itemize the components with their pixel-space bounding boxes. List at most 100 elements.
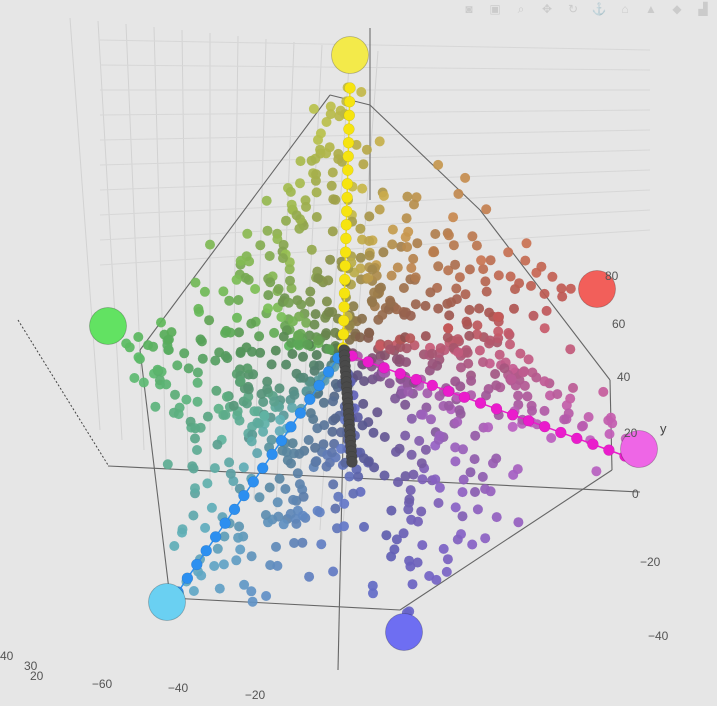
cloud-point bbox=[328, 194, 339, 205]
cloud-point bbox=[289, 538, 300, 548]
cloud-point bbox=[298, 351, 308, 362]
cloud-point bbox=[192, 445, 202, 455]
cloud-point bbox=[271, 541, 281, 552]
cloud-point bbox=[433, 498, 444, 508]
frame-edge bbox=[399, 469, 613, 611]
cloud-point bbox=[378, 190, 389, 201]
cloud-point bbox=[292, 468, 303, 479]
cloud-point bbox=[443, 400, 454, 411]
cloud-point bbox=[286, 283, 297, 294]
cloud-point bbox=[491, 512, 502, 523]
cloud-point bbox=[541, 305, 552, 316]
cloud-point bbox=[471, 329, 482, 340]
blue-track-point bbox=[200, 544, 212, 557]
cloud-point bbox=[450, 442, 461, 453]
cloud-point bbox=[472, 504, 483, 515]
cloud-point bbox=[416, 458, 427, 469]
cloud-point bbox=[452, 534, 463, 545]
cloud-point bbox=[400, 430, 411, 441]
cloud-point bbox=[287, 316, 298, 327]
cloud-point bbox=[394, 443, 405, 454]
cloud-point bbox=[302, 339, 313, 350]
cloud-point bbox=[448, 240, 459, 251]
grid-line bbox=[99, 64, 651, 71]
plotly-logo-icon[interactable]: ▟ bbox=[698, 2, 708, 16]
cloud-point bbox=[121, 338, 132, 349]
bounding-box bbox=[107, 94, 641, 671]
cloud-point bbox=[552, 389, 563, 400]
reset-camera-icon[interactable]: ▲ bbox=[645, 2, 657, 16]
cloud-point bbox=[420, 300, 431, 311]
cloud-point bbox=[375, 351, 386, 362]
cloud-point bbox=[301, 317, 312, 328]
cloud-point bbox=[339, 521, 349, 532]
cloud-point bbox=[273, 284, 284, 294]
cloud-point bbox=[450, 456, 461, 467]
cloud-point bbox=[255, 347, 266, 358]
cloud-point bbox=[256, 389, 267, 399]
cloud-point bbox=[458, 474, 469, 485]
save-icon[interactable]: ▣ bbox=[489, 2, 501, 16]
cloud-point bbox=[385, 344, 396, 355]
cloud-point bbox=[202, 478, 213, 489]
cloud-point bbox=[261, 591, 272, 601]
cloud-point bbox=[170, 389, 180, 400]
turntable-icon[interactable]: ⚓ bbox=[591, 2, 607, 16]
cloud-point bbox=[409, 199, 419, 210]
cloud-point bbox=[188, 510, 199, 521]
cloud-point bbox=[410, 272, 421, 283]
cloud-point bbox=[443, 323, 454, 334]
cloud-point bbox=[327, 426, 338, 437]
blue-track-point bbox=[247, 476, 260, 488]
cloud-point bbox=[417, 409, 428, 420]
cloud-point bbox=[412, 238, 423, 249]
magenta-track-point bbox=[555, 426, 567, 439]
cloud-point bbox=[441, 566, 452, 577]
magenta-track-point bbox=[587, 438, 599, 450]
cloud-point bbox=[386, 270, 397, 281]
hover-icon[interactable]: ◆ bbox=[672, 2, 682, 16]
anchor-magenta bbox=[620, 430, 658, 468]
cloud-point bbox=[250, 284, 261, 294]
grid-line bbox=[99, 189, 651, 216]
grid-line bbox=[99, 129, 651, 141]
cloud-point bbox=[469, 454, 480, 465]
cloud-point bbox=[210, 355, 221, 366]
cloud-point bbox=[294, 223, 305, 234]
pan-icon[interactable]: ✥ bbox=[541, 2, 553, 16]
cloud-point bbox=[505, 339, 515, 350]
x-tick-label: −20 bbox=[245, 688, 266, 702]
orbit-icon[interactable]: ↻ bbox=[567, 2, 579, 16]
cloud-point bbox=[387, 239, 398, 250]
zoom-icon[interactable]: ⌕ bbox=[517, 1, 525, 16]
cloud-point bbox=[393, 477, 403, 488]
cloud-point bbox=[285, 275, 295, 286]
cloud-point bbox=[433, 261, 444, 272]
cloud-point bbox=[291, 518, 302, 529]
cloud-point bbox=[462, 347, 473, 358]
cloud-point bbox=[329, 438, 340, 449]
yellow-track-point bbox=[344, 82, 356, 94]
cloud-point bbox=[452, 416, 463, 427]
cloud-point bbox=[235, 376, 246, 386]
cloud-point bbox=[427, 358, 438, 369]
cloud-point bbox=[286, 458, 296, 469]
cloud-point bbox=[222, 353, 233, 364]
cloud-point bbox=[358, 453, 369, 464]
cloud-point bbox=[353, 471, 364, 482]
cloud-point bbox=[274, 383, 285, 394]
cloud-point bbox=[461, 316, 472, 327]
cloud-point bbox=[129, 373, 140, 383]
cloud-point bbox=[434, 482, 445, 493]
cloud-point bbox=[177, 524, 188, 535]
cloud-point bbox=[448, 212, 459, 223]
home-icon[interactable]: ⌂ bbox=[621, 2, 629, 16]
cloud-point bbox=[152, 364, 163, 375]
cloud-point bbox=[352, 412, 363, 423]
cloud-point bbox=[485, 255, 496, 266]
cloud-point bbox=[272, 497, 283, 508]
camera-icon[interactable]: ◙ bbox=[465, 2, 473, 16]
cloud-point bbox=[336, 443, 347, 454]
grid-line bbox=[99, 149, 651, 166]
